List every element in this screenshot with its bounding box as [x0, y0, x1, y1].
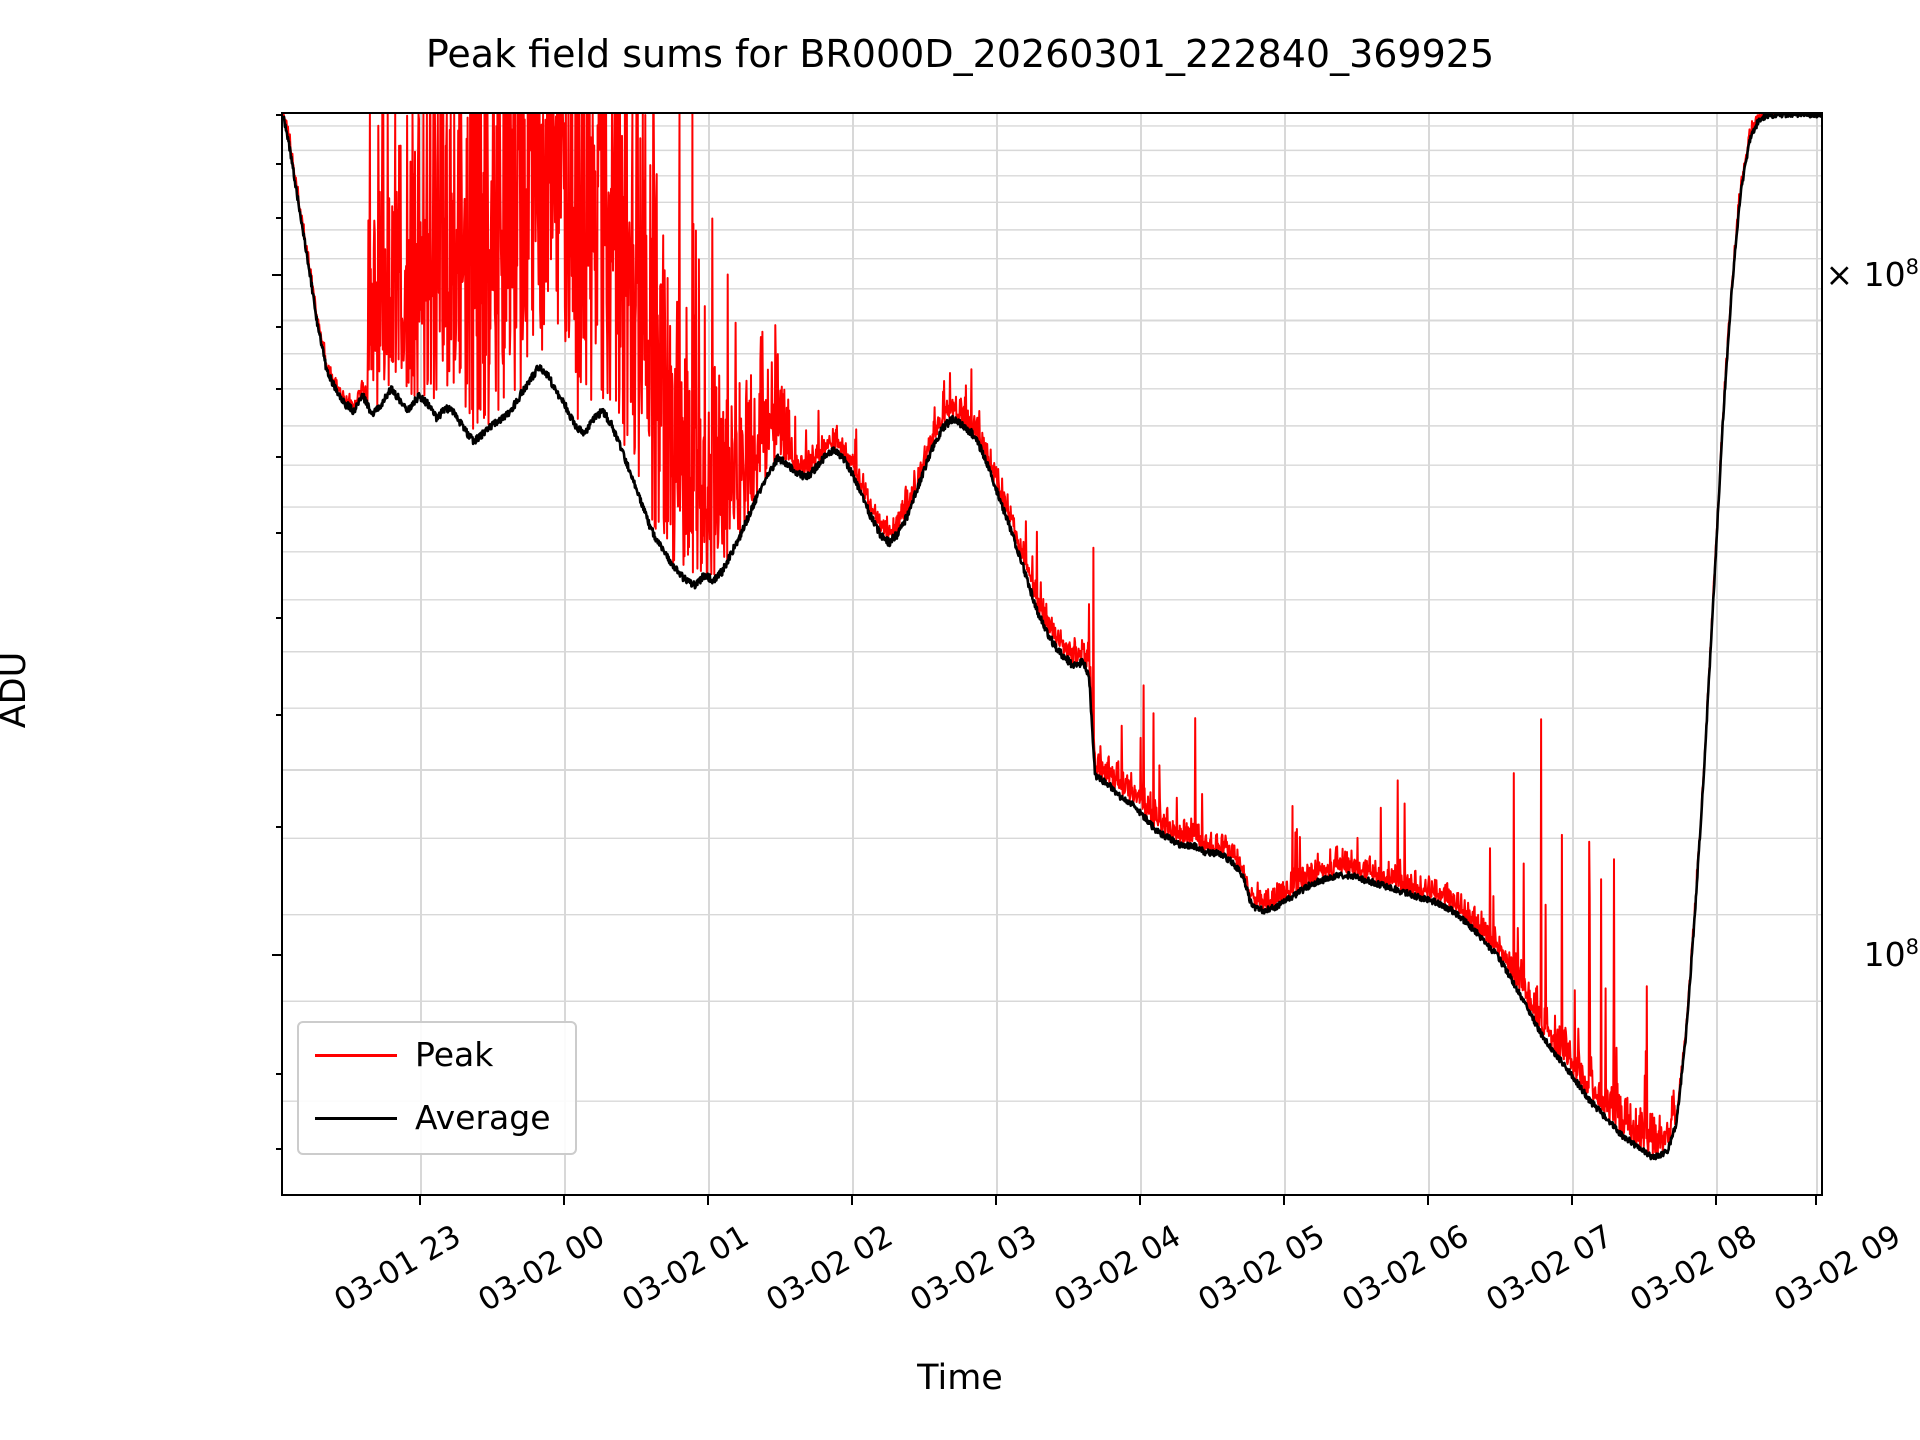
legend-label-average: Average	[415, 1098, 551, 1137]
x-tickmark-8	[1571, 1196, 1573, 1205]
x-tickmark-0	[419, 1196, 421, 1205]
y-tickmark-minor-1p1e8	[276, 826, 281, 828]
x-tickmark-4	[995, 1196, 997, 1205]
x-tickmark-1	[563, 1196, 565, 1205]
legend-item-average: Average	[299, 1092, 579, 1144]
y-tickmark-minor-1p3e8	[276, 617, 281, 619]
y-tickmark-minor-2p2e8	[276, 163, 281, 165]
x-tickmark-6	[1283, 1196, 1285, 1205]
series-line-peak	[283, 114, 1821, 1158]
y-tickmark-1e8	[272, 954, 281, 956]
plot-area	[281, 112, 1823, 1196]
y-tickmark-minor-2p3e8	[276, 114, 281, 116]
y-tickmark-minor-1p5e8	[276, 456, 281, 458]
x-tickmark-2	[707, 1196, 709, 1205]
plot-svg	[283, 114, 1821, 1194]
x-axis-label: Time	[917, 1358, 1003, 1398]
chart-title: Peak field sums for BR000D_20260301_2228…	[425, 32, 1495, 76]
series-line-average	[283, 114, 1821, 1161]
y-tick-label-1e8: 108	[1863, 935, 1919, 974]
y-tickmark-minor-2p1e8	[276, 217, 281, 219]
y-tickmark-minor-9e7	[276, 1073, 281, 1075]
y-tickmark-minor-8e7	[276, 1148, 281, 1150]
x-tickmark-3	[851, 1196, 853, 1205]
chart-legend: Peak Average	[297, 1021, 577, 1155]
x-tickmark-5	[1139, 1196, 1141, 1205]
y-tickmark-minor-1p2e8	[276, 714, 281, 716]
y-tickmark-minor-1p6e8	[276, 388, 281, 390]
x-tickmark-7	[1427, 1196, 1429, 1205]
legend-swatch-average	[315, 1117, 397, 1120]
y-tickmark-2e8	[272, 274, 281, 276]
x-tickmark-10	[1815, 1196, 1817, 1205]
y-tickmark-minor-1p4e8	[276, 532, 281, 534]
legend-item-peak: Peak	[299, 1029, 579, 1081]
y-axis-label: ADU	[0, 651, 34, 729]
legend-swatch-peak	[315, 1054, 397, 1057]
x-tickmark-9	[1715, 1196, 1717, 1205]
y-tickmark-minor-1p7e8	[276, 326, 281, 328]
legend-label-peak: Peak	[415, 1035, 494, 1074]
